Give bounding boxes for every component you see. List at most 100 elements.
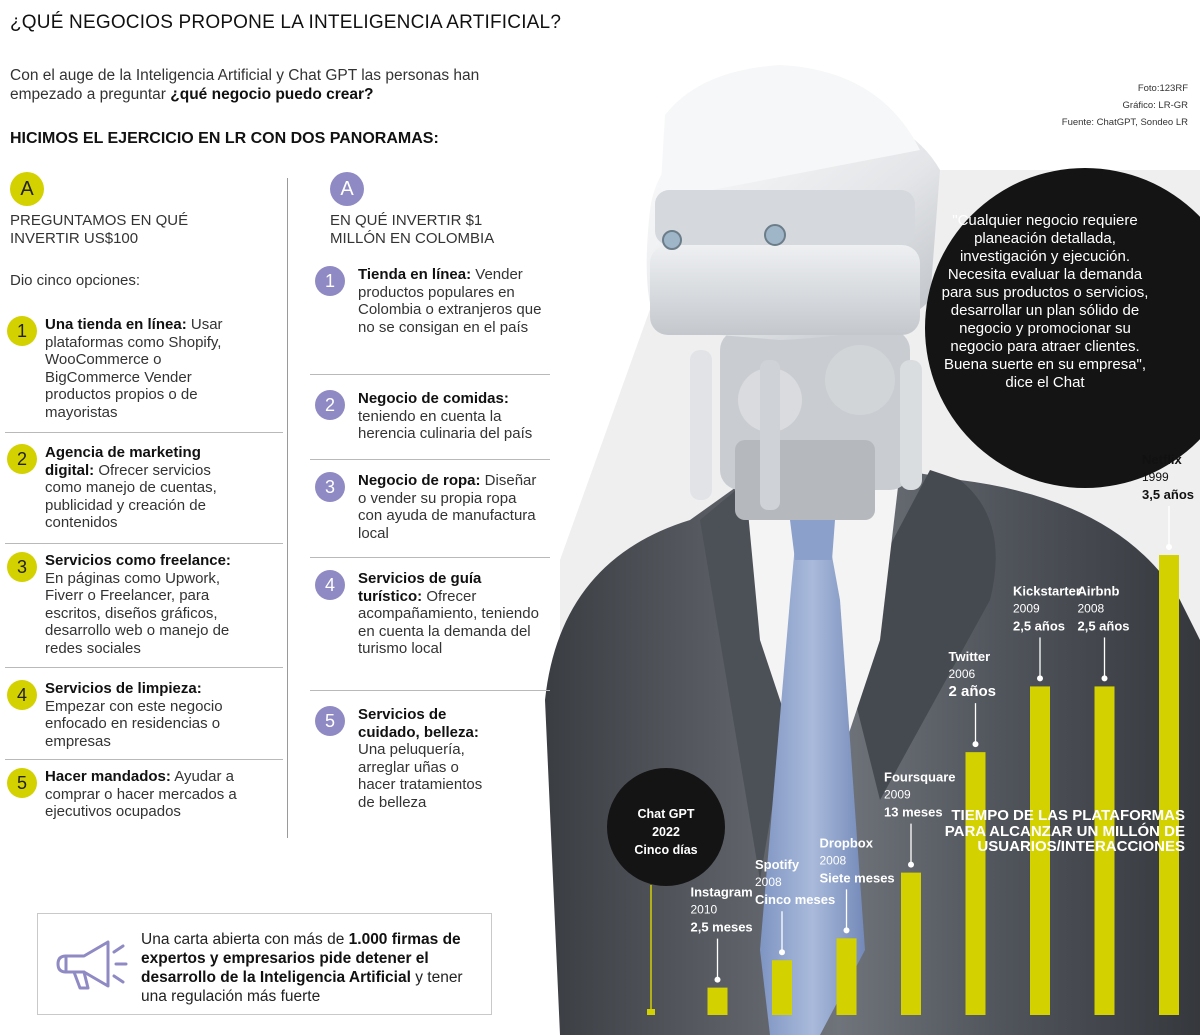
item-bold: Una tienda en línea: bbox=[45, 316, 187, 333]
item-bold: Servicios como freelance: bbox=[45, 552, 231, 569]
left-item-1: 1 Una tienda en línea: Usar plataformas … bbox=[7, 316, 277, 426]
label-value-kickstarter: 2,5 años bbox=[1013, 618, 1065, 633]
right-heading: EN QUÉ INVERTIR $1 MILLÓN EN COLOMBIA bbox=[330, 212, 495, 247]
label-value-netflix: 3,5 años bbox=[1142, 487, 1194, 502]
number-badge: 1 bbox=[7, 316, 37, 346]
item-bold: Tienda en línea: bbox=[358, 266, 472, 283]
column-divider bbox=[287, 178, 288, 838]
dot-netflix bbox=[1166, 544, 1172, 550]
section-subtitle: HICIMOS EL EJERCICIO EN LR CON DOS PANOR… bbox=[10, 130, 439, 147]
item-text: Negocio de comidas: teniendo en cuenta l… bbox=[358, 390, 543, 443]
right-item-3: 3 Negocio de ropa: Diseñar o vender su p… bbox=[315, 472, 545, 552]
megaphone-icon bbox=[56, 940, 128, 990]
right-separator bbox=[310, 690, 550, 691]
item-bold: Negocio de ropa: bbox=[358, 472, 481, 489]
left-badge: A bbox=[10, 172, 44, 206]
bar-chat-gpt bbox=[647, 1009, 655, 1015]
bar-netflix bbox=[1159, 555, 1179, 1015]
number-badge: 3 bbox=[7, 552, 37, 582]
label-name-kickstarter: Kickstarter bbox=[1013, 583, 1081, 598]
dot-instagram bbox=[714, 976, 721, 983]
number-badge: 1 bbox=[315, 266, 345, 296]
label-name-netflix: Netflix bbox=[1142, 452, 1183, 467]
item-text: Una tienda en línea: Usar plataformas co… bbox=[45, 316, 250, 421]
left-separator bbox=[5, 667, 283, 668]
right-separator bbox=[310, 374, 550, 375]
dot-dropbox bbox=[843, 927, 850, 934]
number-badge: 4 bbox=[315, 570, 345, 600]
label-value-chat-gpt: Cinco días bbox=[634, 843, 697, 857]
number-badge: 5 bbox=[7, 768, 37, 798]
bar-kickstarter bbox=[1030, 686, 1050, 1015]
label-name-twitter: Twitter bbox=[949, 649, 991, 664]
right-badge: A bbox=[330, 172, 364, 206]
bottom-note-text: Una carta abierta con más de 1.000 firma… bbox=[141, 930, 486, 1006]
label-year-foursquare: 2009 bbox=[884, 788, 911, 802]
label-name-chat-gpt: Chat GPT bbox=[638, 807, 695, 821]
left-separator bbox=[5, 432, 283, 433]
item-text: Servicios de limpieza: Empezar con este … bbox=[45, 680, 250, 750]
item-body: En páginas como Upwork, Fiverr o Freelan… bbox=[45, 569, 230, 657]
right-item-4: 4 Servicios de guía turístico: Ofrecer a… bbox=[315, 570, 545, 670]
dot-airbnb bbox=[1101, 675, 1108, 682]
note-pre: Una carta abierta con más de bbox=[141, 931, 349, 948]
number-badge: 4 bbox=[7, 680, 37, 710]
intro-regular: Con el auge de la Inteligencia Artificia… bbox=[10, 67, 480, 103]
label-name-spotify: Spotify bbox=[755, 857, 800, 872]
item-body: Ofrecer acompañamiento, teniendo en cuen… bbox=[358, 587, 539, 658]
item-body: Ofrecer servicios como manejo de cuentas… bbox=[45, 461, 217, 532]
label-name-airbnb: Airbnb bbox=[1078, 583, 1120, 598]
item-body: Vender productos populares en Colombia o… bbox=[358, 266, 542, 336]
label-name-instagram: Instagram bbox=[691, 885, 753, 900]
note-bold: 1.000 firmas de expertos y empresarios p… bbox=[141, 931, 461, 986]
number-badge: 2 bbox=[7, 444, 37, 474]
item-body: Una peluquería, arreglar uñas o hacer tr… bbox=[358, 741, 483, 811]
label-year-twitter: 2006 bbox=[949, 667, 976, 681]
bar-foursquare bbox=[901, 872, 921, 1015]
item-text: Servicios como freelance: En páginas com… bbox=[45, 552, 250, 657]
label-year-chat-gpt: 2022 bbox=[652, 825, 680, 839]
item-text: Tienda en línea: Vender productos popula… bbox=[358, 266, 543, 336]
item-bold: Servicios de limpieza: bbox=[45, 680, 202, 697]
label-value-foursquare: 13 meses bbox=[884, 805, 943, 820]
left-item-4: 4 Servicios de limpieza: Empezar con est… bbox=[7, 680, 277, 755]
label-year-instagram: 2010 bbox=[691, 903, 718, 917]
item-text: Servicios de guía turístico: Ofrecer aco… bbox=[358, 570, 543, 658]
label-year-airbnb: 2008 bbox=[1078, 601, 1105, 615]
label-year-netflix: 1999 bbox=[1142, 470, 1169, 484]
item-body: Empezar con este negocio enfocado en res… bbox=[45, 697, 223, 750]
item-body: teniendo en cuenta la herencia culinaria… bbox=[358, 407, 533, 443]
item-body: Ayudar a comprar o hacer mercados a ejec… bbox=[45, 768, 237, 820]
label-year-kickstarter: 2009 bbox=[1013, 601, 1040, 615]
label-value-instagram: 2,5 meses bbox=[691, 920, 753, 935]
label-year-spotify: 2008 bbox=[755, 875, 782, 889]
label-name-dropbox: Dropbox bbox=[820, 835, 874, 850]
label-value-dropbox: Siete meses bbox=[820, 870, 895, 885]
item-text: Negocio de ropa: Diseñar o vender su pro… bbox=[358, 472, 543, 542]
item-body: Diseñar o vender su propia ropa con ayud… bbox=[358, 472, 537, 542]
dot-kickstarter bbox=[1037, 675, 1043, 682]
dot-spotify bbox=[779, 949, 785, 956]
number-badge: 2 bbox=[315, 390, 345, 420]
label-name-foursquare: Foursquare bbox=[884, 770, 956, 785]
right-separator bbox=[310, 459, 550, 460]
left-heading: PREGUNTAMOS EN QUÉ INVERTIR US$100 bbox=[10, 212, 189, 247]
dot-twitter bbox=[972, 741, 979, 748]
item-text: Servicios de cuidado, belleza: Una peluq… bbox=[358, 706, 488, 811]
intro-text: Con el auge de la Inteligencia Artificia… bbox=[10, 66, 530, 104]
item-text: Agencia de marketing digital: Ofrecer se… bbox=[45, 444, 250, 532]
item-bold: Agencia de marketing digital: bbox=[45, 444, 201, 479]
right-item-1: 1 Tienda en línea: Vender productos popu… bbox=[315, 266, 545, 366]
bar-dropbox bbox=[836, 938, 857, 1015]
chart-title: TIEMPO DE LAS PLATAFORMAS PARA ALCANZAR … bbox=[944, 807, 1185, 855]
bottom-note: Una carta abierta con más de 1.000 firma… bbox=[37, 913, 492, 1015]
label-value-airbnb: 2,5 años bbox=[1078, 618, 1130, 633]
page-title: ¿QUÉ NEGOCIOS PROPONE LA INTELIGENCIA AR… bbox=[10, 12, 562, 33]
callout-chat-gpt bbox=[607, 768, 725, 886]
item-bold: Servicios de guía turístico: bbox=[358, 570, 482, 605]
bar-instagram bbox=[707, 987, 728, 1015]
label-value-twitter: 2 años bbox=[949, 683, 997, 700]
label-year-dropbox: 2008 bbox=[820, 853, 847, 867]
left-separator bbox=[5, 759, 283, 760]
quote-text: "Cualquier negocio requiere planeación d… bbox=[941, 212, 1149, 391]
